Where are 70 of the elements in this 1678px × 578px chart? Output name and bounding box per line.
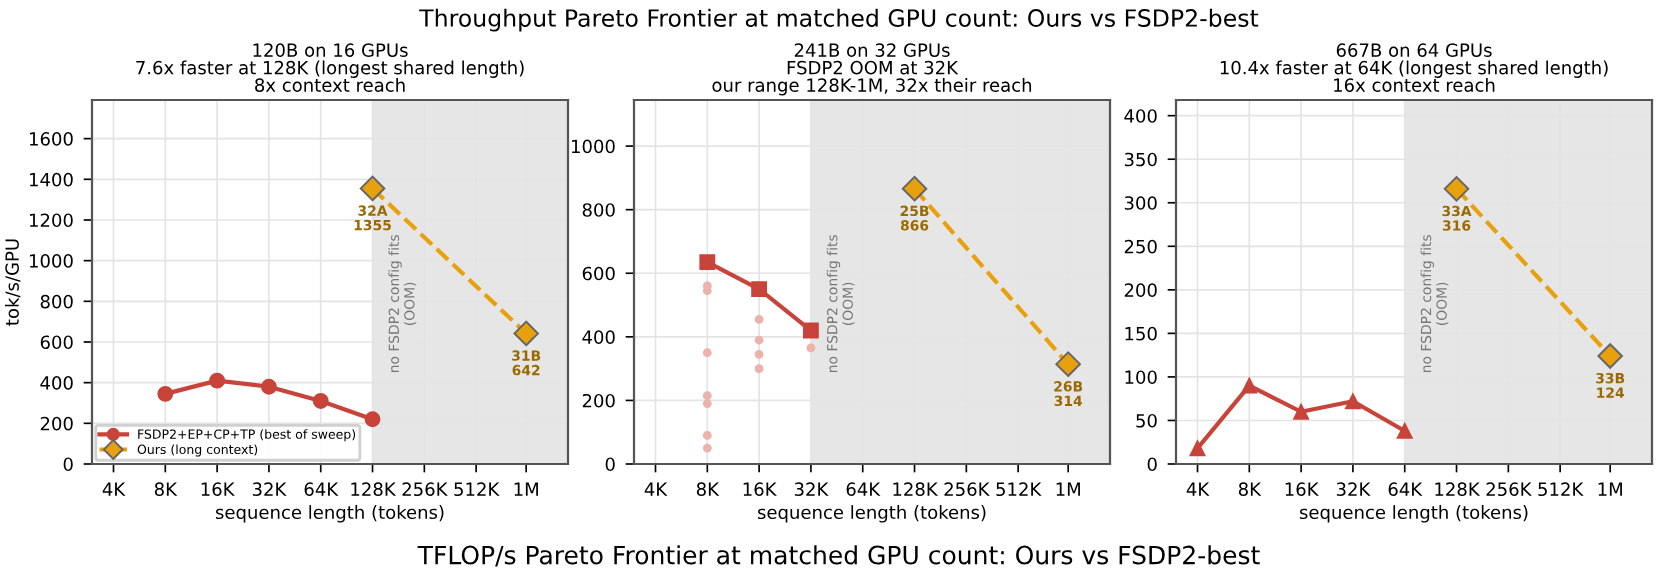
y-tick-label: 1600	[29, 132, 73, 146]
y-tick-label: 400	[582, 330, 615, 344]
x-tick-label: 256K	[944, 482, 990, 497]
point	[364, 411, 381, 428]
x-tick-label: 4K	[1186, 482, 1210, 496]
text: TFLOP/s Pareto Frontier at matched GPU count: Ours vs FSDP2-best	[417, 545, 1260, 567]
x-tick-label: 256K	[402, 482, 448, 497]
x-axis-title: sequence length (tokens)	[215, 505, 444, 523]
x-tick-label: 1M	[1598, 482, 1622, 496]
x-tick-label: 4K	[644, 482, 668, 496]
y-tick-label: 0	[1147, 457, 1157, 472]
y-tick-label: 1200	[29, 213, 73, 228]
x-tick-label: 32K	[1336, 482, 1371, 497]
x-axis-title: sequence length (tokens)	[1299, 505, 1528, 523]
x-tick-label: 512K	[996, 482, 1042, 497]
y-tick-label: 1000	[571, 139, 615, 154]
x-tick-label: 64K	[304, 482, 339, 497]
y-tick-label: 250	[1124, 239, 1157, 254]
point	[1345, 393, 1361, 410]
y-tick-label: 400	[1124, 109, 1157, 123]
y-tick-label: 200	[40, 416, 73, 431]
x-tick-label: 8K	[154, 482, 178, 497]
x-tick-label: 128K	[351, 482, 397, 497]
x-tick-label: 512K	[1538, 482, 1584, 497]
y-tick-label: 150	[1125, 326, 1157, 341]
x-tick-label: 128K	[1435, 482, 1481, 497]
chart-title: 241B on 32 GPUs FSDP2 OOM at 32K our range 128K-1M, 32x their reach	[712, 43, 1032, 96]
y-tick-label: 800	[40, 294, 73, 309]
y-tick-label: 50	[1136, 413, 1157, 428]
y-tick-label: 600	[582, 266, 615, 281]
x-tick-label: 32K	[794, 482, 829, 497]
y-tick-label: 400	[40, 376, 73, 390]
x-tick-label: 4K	[102, 482, 126, 496]
x-tick-label: 16K	[743, 482, 777, 497]
y-tick-label: 200	[582, 393, 615, 408]
x-tick-label: 16K	[1285, 482, 1319, 497]
y-tick-label: 100	[1125, 370, 1157, 385]
point	[261, 378, 277, 395]
y-tick-label: 0	[605, 457, 615, 472]
x-tick-label: 8K	[1238, 482, 1262, 497]
point	[1189, 440, 1206, 457]
y-tick-label: 350	[1124, 152, 1157, 167]
x-tick-label: 16K	[201, 482, 235, 497]
x-tick-label: 64K	[846, 482, 881, 497]
point	[157, 385, 174, 402]
x-tick-label: 64K	[1388, 482, 1423, 497]
x-axis-title: sequence length (tokens)	[757, 505, 986, 523]
x-tick-label: 32K	[252, 482, 287, 497]
x-tick-label: 1M	[514, 482, 538, 496]
y-tick-label: 1000	[29, 254, 73, 268]
x-tick-label: 256K	[1486, 482, 1532, 497]
y-axis-title: tok/s/GPU	[4, 239, 21, 326]
chart-title: 120B on 16 GPUs 7.6x faster at 128K (longest shared length) 8x context reach	[136, 43, 524, 92]
y-tick-label: 0	[63, 457, 73, 472]
point	[1396, 422, 1413, 439]
x-tick-label: 8K	[696, 482, 720, 497]
x-tick-label: 512K	[454, 482, 500, 497]
point	[312, 393, 329, 409]
x-tick-label: 1M	[1056, 482, 1080, 496]
chart-title: 667B on 64 GPUs 10.4x faster at 64K (longest shared length) 16x context reach	[1220, 43, 1608, 92]
y-tick-label: 1400	[29, 172, 73, 187]
y-tick-label: 300	[1124, 196, 1157, 210]
point	[1241, 377, 1258, 394]
point	[1293, 403, 1310, 420]
text: Throughput Pareto Frontier at matched GPU count: Ours vs FSDP2-best	[419, 8, 1259, 32]
x-tick-label: 128K	[893, 482, 939, 497]
y-tick-label: 800	[582, 203, 615, 217]
point	[209, 372, 226, 389]
y-tick-label: 200	[1124, 283, 1157, 297]
y-tick-label: 600	[40, 335, 73, 350]
